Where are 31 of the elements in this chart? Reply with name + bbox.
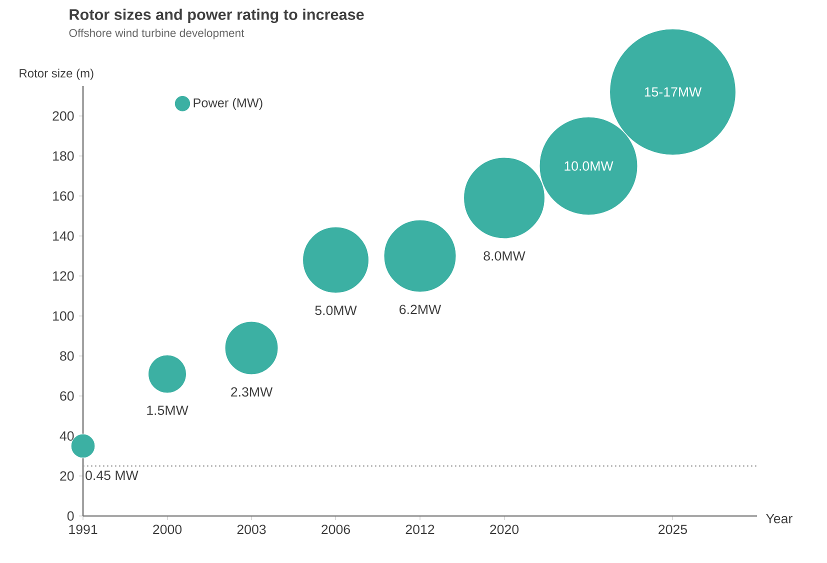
annotation: 10.0MW <box>564 161 614 171</box>
y-tick-label: 80 <box>60 351 74 361</box>
y-tick-label: 120 <box>53 271 74 281</box>
x-tick-label: 2025 <box>658 524 688 534</box>
annotation: 15-17MW <box>644 87 702 97</box>
y-tick-label: 100 <box>53 311 74 321</box>
legend-label: Power (MW) <box>194 98 262 110</box>
y-tick-label: 40 <box>60 431 74 441</box>
annotation: 8.0MW <box>484 251 526 261</box>
x-tick-label: 2000 <box>153 524 182 534</box>
y-tick-label: 180 <box>53 151 74 161</box>
x-axis-title: Year <box>766 514 792 524</box>
x-tick-label: 2003 <box>237 524 266 534</box>
x-tick-label: 1991 <box>69 524 98 534</box>
y-tick-label: 60 <box>60 391 74 401</box>
annotation: 6.2MW <box>400 304 442 314</box>
annotation: 5.0MW <box>315 306 357 316</box>
x-tick-label: 2012 <box>406 524 434 534</box>
y-axis-title: Rotor size (m) <box>20 68 94 80</box>
y-tick-label: 0 <box>67 511 74 521</box>
chart-title: Rotor sizes and power rating to increase <box>70 8 364 24</box>
y-tick-label: 200 <box>52 111 74 121</box>
annotation: 1.5MW <box>147 406 188 415</box>
annotation: 2.3MW <box>231 387 273 397</box>
annotation: 0.45 MW <box>86 470 138 480</box>
x-tick-label: 2006 <box>322 524 350 534</box>
y-tick-label: 160 <box>53 191 74 201</box>
x-tick-label: 2020 <box>490 524 519 534</box>
y-tick-label: 140 <box>53 231 74 241</box>
chart-subtitle: Offshore wind turbine development <box>69 28 244 40</box>
y-tick-label: 20 <box>60 471 74 481</box>
